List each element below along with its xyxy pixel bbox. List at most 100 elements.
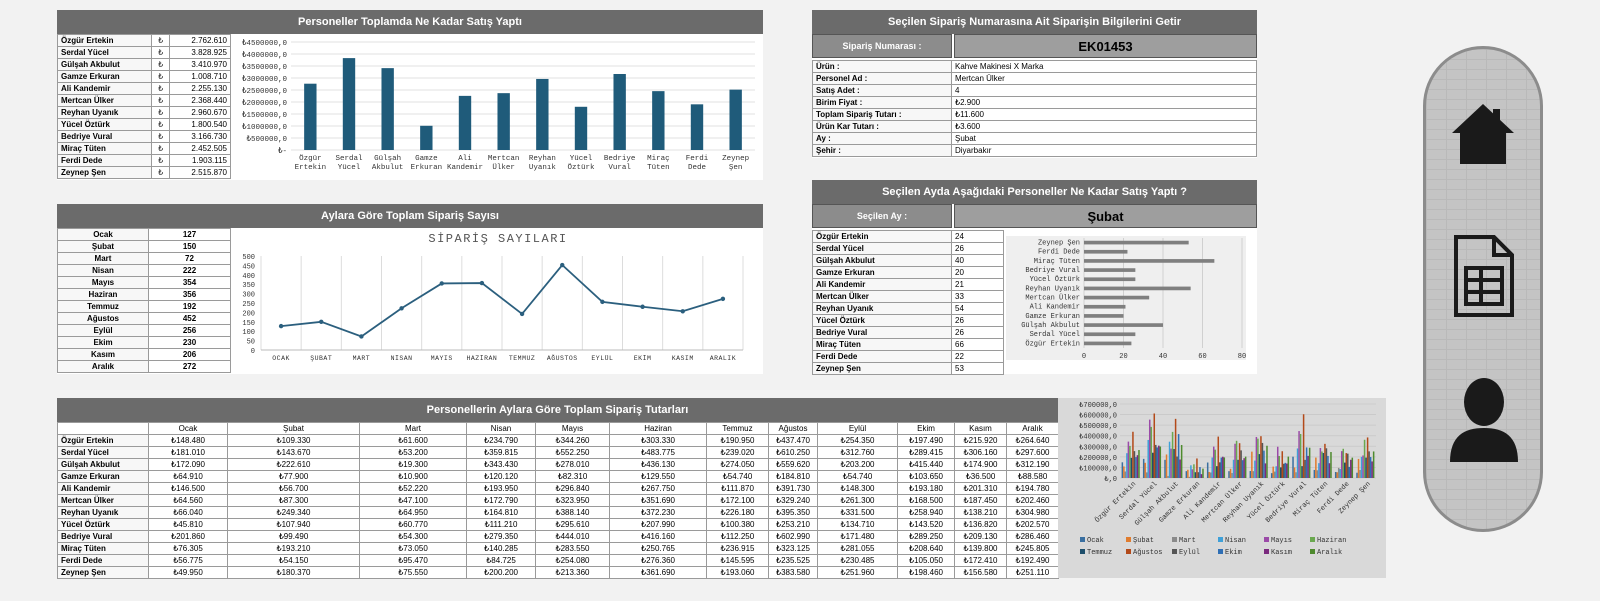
x-tick-label: HAZİRAN <box>467 354 498 362</box>
order-field-value: Mertcan Ülker <box>951 72 1257 85</box>
staff-name: Gülşah Akbulut <box>56 58 153 71</box>
bar <box>1251 451 1253 478</box>
order-field-value: Kahve Makinesi X Marka <box>951 60 1257 73</box>
bar <box>1348 466 1351 478</box>
staff-name: Miraç Tüten <box>56 142 153 155</box>
x-tick-label: 40 <box>1159 353 1167 361</box>
data-point <box>600 299 605 305</box>
amount-cell: ₺56.700 <box>227 482 360 495</box>
bar <box>652 91 665 150</box>
amount-cell: ₺82.310 <box>535 470 610 483</box>
order-number-input[interactable]: EK01453 <box>954 34 1257 58</box>
order-field-label: Ürün Kar Tutarı : <box>812 120 952 133</box>
amount-cell: ₺215.920 <box>954 434 1007 447</box>
staff-name: Ferdi Dede <box>57 554 149 567</box>
month-name: Ağustos <box>57 312 149 325</box>
staff-name: Ferdi Dede <box>812 350 952 363</box>
order-field-label: Ay : <box>812 132 952 145</box>
amount-cell: ₺197.490 <box>897 434 955 447</box>
x-tick-label: Şen <box>729 164 743 172</box>
amount-cell: ₺289.415 <box>897 446 955 459</box>
table-row: Ferdi Dede 22 <box>812 350 1004 363</box>
amount-cell: ₺297.600 <box>1006 446 1059 459</box>
bar <box>1216 466 1218 478</box>
amount-cell: ₺19.300 <box>359 458 467 471</box>
user-icon[interactable] <box>1444 374 1524 464</box>
bar <box>1351 457 1354 478</box>
y-tick-label: ₺2500000,0 <box>242 88 288 96</box>
bar <box>1325 448 1328 478</box>
amount-cell: ₺283.550 <box>535 542 610 555</box>
amount-cell: ₺201.860 <box>148 530 228 543</box>
table-row: Mertcan Ülker 33 <box>812 290 1004 303</box>
amount-cell: ₺329.240 <box>768 494 818 507</box>
x-tick-label: MART <box>353 355 371 362</box>
amount-cell: ₺143.520 <box>897 518 955 531</box>
spreadsheet-icon[interactable] <box>1452 234 1516 318</box>
y-tick-label: 500 <box>242 254 255 262</box>
x-tick-label: AĞUSTOS <box>547 353 578 362</box>
x-tick-label: Kandemir <box>447 164 483 172</box>
bar <box>1208 472 1210 478</box>
chart-title: SİPARİŞ SAYILARI <box>428 231 567 246</box>
amount-cell: ₺148.480 <box>148 434 228 447</box>
bar <box>1276 446 1279 478</box>
home-icon[interactable] <box>1448 99 1518 169</box>
y-tick-label: ₺500000,0 <box>246 136 287 144</box>
amount-cell: ₺171.480 <box>817 530 898 543</box>
month-name: Şubat <box>57 240 149 253</box>
amount-cell: ₺239.020 <box>706 446 769 459</box>
x-tick-label: Öztürk <box>567 163 595 172</box>
bar <box>420 125 433 150</box>
table-row: Reyhan Uyanık ₺ 2.960.670 <box>56 106 232 119</box>
legend-label: Temmuz <box>1087 549 1112 557</box>
monthly-amounts-chart: ₺,0 ₺100000,0 ₺200000,0 ₺300000,0 ₺400000,0 ₺… <box>1079 402 1376 557</box>
legend-label: Aralık <box>1317 549 1342 557</box>
order-field-value: ₺11.600 <box>951 108 1257 121</box>
staff-name: Serdal Yücel <box>56 46 153 59</box>
amount-cell: ₺54.300 <box>359 530 467 543</box>
y-tick-label: 450 <box>242 263 255 271</box>
bar <box>1296 448 1299 478</box>
data-point <box>519 311 525 317</box>
amount-cell: ₺75.550 <box>359 566 467 579</box>
month-count: 127 <box>148 228 231 241</box>
legend-swatch <box>1126 537 1131 542</box>
amount-cell: ₺235.525 <box>768 554 818 567</box>
y-tick-label: 200 <box>242 310 255 318</box>
bar <box>1350 459 1352 478</box>
amount-cell: ₺172.100 <box>706 494 769 507</box>
currency-symbol: ₺ <box>151 130 170 143</box>
column-header: Eylül <box>817 422 898 435</box>
currency-symbol: ₺ <box>151 82 170 95</box>
staff-month-count: 26 <box>951 242 1004 255</box>
bar <box>1177 434 1180 478</box>
table-row: Özgür Ertekin 24 <box>812 230 1004 243</box>
amount-cell: ₺190.950 <box>706 434 769 447</box>
amount-cell: ₺95.470 <box>359 554 467 567</box>
month-counts-table: Ocak 127 Şubat 150 Mart 72 Nisan 222 Mayıs 354 Haz… <box>57 228 231 373</box>
x-tick-label: EKİM <box>634 354 652 362</box>
staff-name: Yücel Öztürk <box>57 518 149 531</box>
y-tick-label: Ferdi Dede <box>1038 249 1080 257</box>
bar <box>1321 451 1323 478</box>
staff-name: Zeynep Şen <box>812 362 952 375</box>
bar <box>1196 458 1198 478</box>
month-name: Ocak <box>57 228 149 241</box>
amount-cell: ₺76.305 <box>148 542 228 555</box>
table-row: Ali Kandemir 21 <box>812 278 1004 291</box>
x-tick-label: Erkuran <box>411 164 443 172</box>
x-tick-label: Yücel <box>338 164 361 172</box>
bar <box>1214 449 1216 478</box>
amount-cell: ₺194.780 <box>1006 482 1059 495</box>
bar <box>497 93 510 150</box>
side-navigation <box>1423 46 1543 532</box>
month-count: 256 <box>148 324 231 337</box>
selected-month-input[interactable]: Şubat <box>954 204 1257 228</box>
amount-cell: ₺201.310 <box>954 482 1007 495</box>
legend-label: Ağustos <box>1133 549 1162 557</box>
legend-label: Kasım <box>1271 549 1292 557</box>
y-tick-label: Mertcan Ülker <box>1025 293 1080 302</box>
bar <box>1347 453 1349 478</box>
staff-name: Mertcan Ülker <box>57 494 149 507</box>
